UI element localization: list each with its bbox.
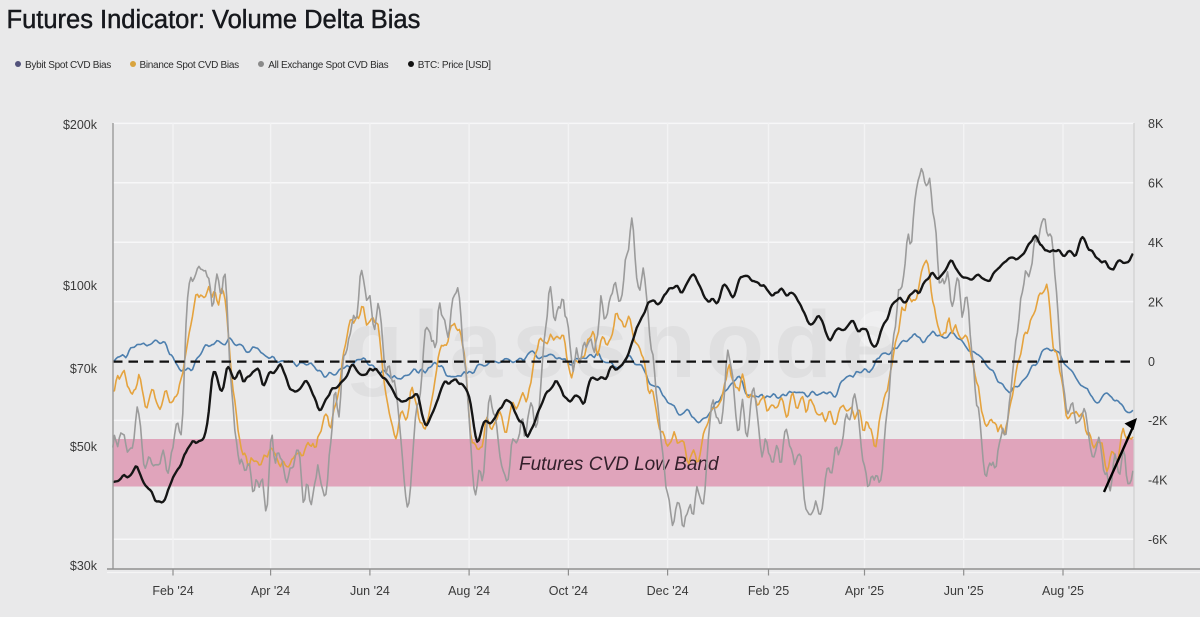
svg-text:$200k: $200k xyxy=(63,118,98,132)
svg-text:Apr '24: Apr '24 xyxy=(251,584,290,598)
svg-text:Futures CVD Low Band: Futures CVD Low Band xyxy=(519,454,720,475)
svg-text:Apr '25: Apr '25 xyxy=(845,584,884,598)
svg-text:Dec '24: Dec '24 xyxy=(647,584,689,598)
svg-text:Oct '24: Oct '24 xyxy=(549,584,588,598)
svg-text:$70k: $70k xyxy=(70,362,98,376)
svg-text:-2K: -2K xyxy=(1148,414,1168,428)
svg-text:8K: 8K xyxy=(1148,117,1164,131)
svg-text:Jun '24: Jun '24 xyxy=(350,584,390,598)
svg-text:Feb '25: Feb '25 xyxy=(748,584,789,598)
svg-text:6K: 6K xyxy=(1148,177,1164,191)
svg-text:Aug '24: Aug '24 xyxy=(448,584,490,598)
svg-text:Aug '25: Aug '25 xyxy=(1042,584,1084,598)
svg-text:$50k: $50k xyxy=(70,440,98,454)
svg-text:-6K: -6K xyxy=(1148,533,1168,547)
svg-text:-4K: -4K xyxy=(1148,474,1168,488)
svg-text:0: 0 xyxy=(1148,355,1155,369)
svg-text:glassnode: glassnode xyxy=(345,292,905,398)
svg-text:$30k: $30k xyxy=(70,559,98,573)
svg-text:4K: 4K xyxy=(1148,236,1164,250)
svg-text:Feb '24: Feb '24 xyxy=(152,584,193,598)
svg-text:Jun '25: Jun '25 xyxy=(944,584,984,598)
svg-text:$100k: $100k xyxy=(63,279,98,293)
svg-text:2K: 2K xyxy=(1148,295,1164,309)
